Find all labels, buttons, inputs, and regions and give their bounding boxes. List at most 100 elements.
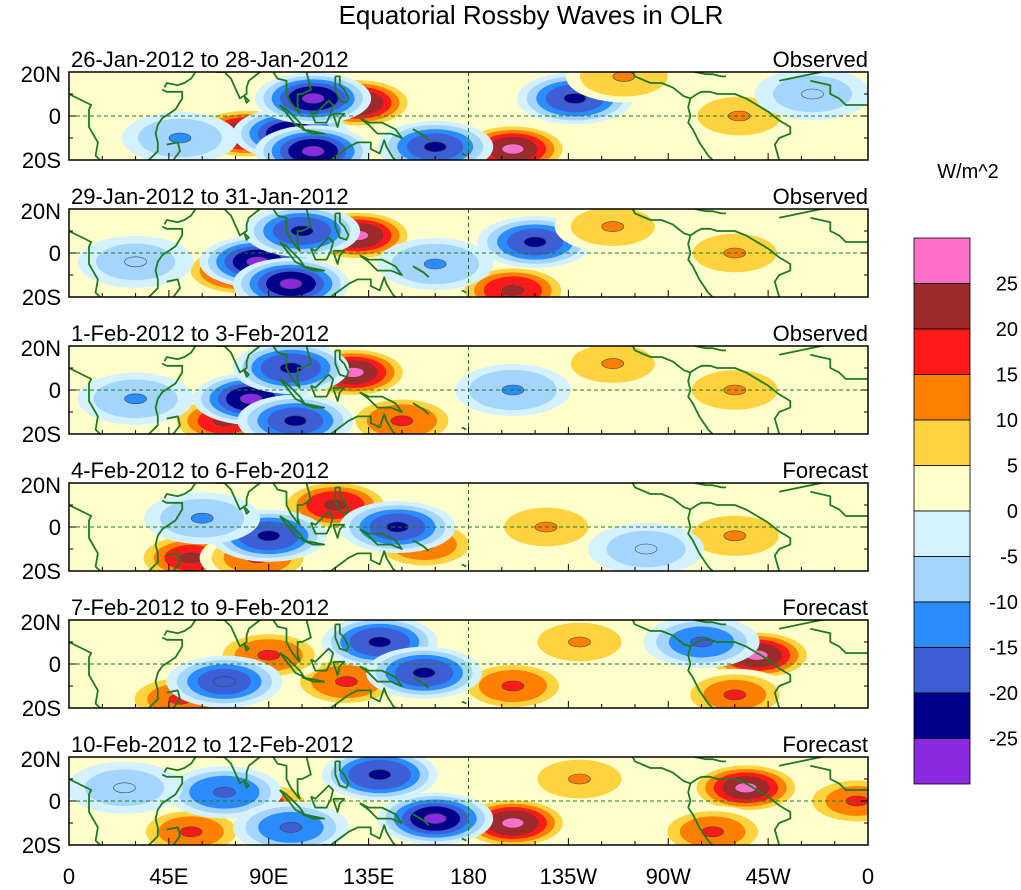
negative-anomaly — [377, 792, 494, 845]
coastline — [163, 209, 197, 225]
coastline — [272, 72, 312, 115]
coastline — [301, 402, 326, 409]
panel-map — [68, 335, 869, 435]
coastline — [301, 676, 326, 683]
colorbar-tick-label: -5 — [1000, 547, 1018, 569]
negative-anomaly — [121, 112, 238, 160]
colorbar-swatch — [913, 374, 971, 421]
coastline — [163, 620, 197, 636]
negative-anomaly — [643, 620, 760, 668]
coastline — [779, 209, 824, 219]
coastline — [461, 563, 467, 568]
colorbar-tick-label: -20 — [989, 683, 1018, 705]
coastline — [334, 760, 350, 789]
coastlines — [69, 483, 868, 571]
coastline — [461, 837, 467, 842]
coastline — [335, 335, 337, 342]
colorbar-tick-label: 20 — [996, 319, 1018, 341]
negative-anomaly — [377, 238, 494, 290]
colorbar: W/m^2 25 20 15 10 5 0 -5 -10 -15 -20 -25 — [913, 161, 1018, 785]
coastline — [631, 757, 792, 845]
panel-status: Forecast — [782, 458, 868, 483]
coastline — [412, 128, 430, 141]
coastline — [631, 346, 792, 434]
coastline — [412, 265, 430, 278]
anomaly-core — [634, 543, 658, 555]
coastline — [322, 139, 396, 160]
negative-anomaly — [144, 492, 261, 545]
anomaly-core — [501, 285, 525, 296]
coastlines — [69, 609, 868, 708]
coastline — [243, 506, 250, 515]
coastline — [335, 609, 337, 616]
coastline — [412, 676, 430, 689]
y-tick-label: 20N — [21, 199, 61, 224]
coastline — [163, 72, 197, 88]
panel: 29-Jan-2012 to 31-Jan-2012 Observed 20N 0 20… — [21, 184, 869, 310]
anomaly-core — [213, 786, 236, 798]
coastline — [310, 99, 334, 124]
panel-map — [68, 71, 869, 161]
colorbar-tick-label: 5 — [1007, 456, 1018, 478]
coastline — [359, 802, 403, 824]
coastline — [322, 824, 396, 845]
anomaly-core — [501, 680, 525, 692]
panel: 7-Feb-2012 to 9-Feb-2012 Forecast 20N 0 20S — [21, 595, 869, 721]
y-tick-label: 0 — [49, 241, 61, 266]
coastline — [69, 504, 101, 571]
coastline — [679, 757, 726, 763]
coastline — [310, 373, 334, 398]
coastline — [332, 523, 346, 539]
coastline — [359, 254, 403, 276]
coastline — [359, 528, 403, 550]
chart-title: Equatorial Rossby Waves in OLR — [339, 0, 724, 30]
anomaly-core — [239, 393, 263, 405]
anomaly-core — [727, 110, 751, 122]
coastline — [359, 665, 403, 687]
anomaly-core — [501, 143, 525, 155]
colorbar-swatch — [913, 647, 971, 694]
coastline — [810, 490, 868, 517]
y-tick-label: 0 — [49, 378, 61, 403]
coastline — [779, 620, 824, 630]
positive-anomaly — [521, 620, 638, 668]
colorbar-tick-label: 0 — [1007, 501, 1018, 523]
y-tick-label: 20N — [21, 610, 61, 635]
x-tick-label: 135E — [343, 864, 394, 889]
anomaly-core — [601, 358, 625, 369]
positive-anomaly — [687, 761, 804, 814]
anomaly-core — [601, 221, 625, 232]
colorbar-unit-label: W/m^2 — [937, 161, 999, 183]
colorbar-tick-label: 15 — [996, 365, 1018, 387]
coastline — [148, 88, 184, 160]
coastline — [810, 764, 868, 791]
coastline — [461, 426, 467, 431]
coastline — [272, 346, 312, 389]
coastline — [272, 620, 312, 663]
anomaly-core — [335, 676, 358, 687]
y-tick-label: 20S — [22, 422, 61, 447]
coastline — [166, 141, 181, 160]
coastline — [461, 289, 467, 294]
negative-anomaly — [232, 257, 349, 297]
anomaly-core — [279, 278, 303, 290]
coastline — [148, 362, 184, 434]
coastline — [215, 209, 263, 237]
coastline — [631, 209, 792, 297]
coastline — [243, 95, 250, 104]
coastline — [679, 620, 726, 626]
y-tick-label: 20N — [21, 62, 61, 87]
coastline — [243, 369, 250, 378]
anomaly-core — [568, 773, 591, 785]
anomaly-core — [801, 88, 824, 100]
y-tick-label: 20S — [22, 559, 61, 584]
anomaly-core — [257, 649, 281, 661]
y-tick-label: 0 — [49, 789, 61, 814]
anomaly-core — [523, 236, 547, 248]
positive-anomaly — [676, 509, 793, 562]
colorbar-swatch — [913, 465, 971, 512]
coastline — [322, 687, 396, 708]
coastline — [322, 413, 396, 434]
negative-anomaly — [232, 801, 349, 845]
negative-anomaly — [588, 523, 705, 571]
